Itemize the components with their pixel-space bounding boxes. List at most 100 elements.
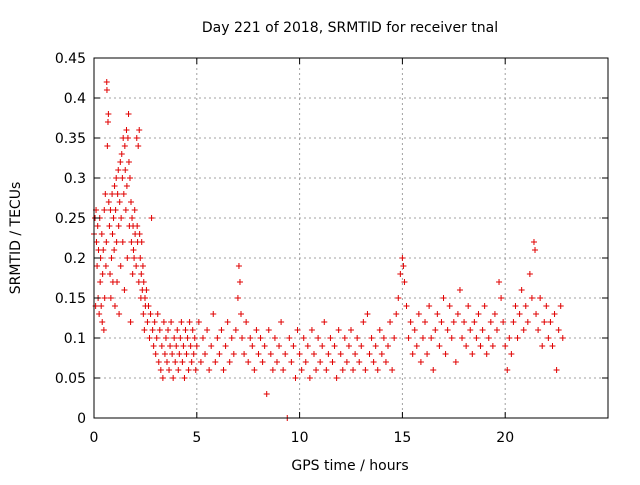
data-point (463, 343, 470, 349)
data-point (304, 343, 311, 349)
data-point (239, 335, 246, 341)
x-tick-label: 15 (393, 430, 411, 446)
data-point (545, 335, 552, 341)
data-point (535, 327, 542, 333)
data-point (199, 335, 206, 341)
data-point (315, 335, 322, 341)
data-point (302, 359, 309, 365)
data-point (278, 319, 285, 325)
data-point (496, 279, 503, 285)
data-point (469, 351, 476, 357)
data-point (541, 319, 548, 325)
data-point (508, 351, 515, 357)
data-point (154, 311, 161, 317)
data-point (168, 319, 175, 325)
data-point (400, 263, 407, 269)
data-point (236, 279, 243, 285)
data-point (119, 239, 126, 245)
data-point (528, 295, 535, 301)
data-point (333, 375, 340, 381)
data-point (216, 351, 223, 357)
data-point (251, 367, 258, 373)
data-point (159, 375, 166, 381)
data-point (442, 351, 449, 357)
data-point (113, 239, 120, 245)
data-point (204, 327, 211, 333)
data-point (99, 319, 106, 325)
data-point (317, 359, 324, 365)
data-point (114, 279, 121, 285)
data-point (489, 343, 496, 349)
data-point (368, 335, 375, 341)
y-tick-label: 0.2 (64, 251, 86, 267)
data-point (183, 351, 190, 357)
y-tick-label: 0.25 (55, 211, 86, 227)
data-point (502, 343, 509, 349)
data-point (214, 335, 221, 341)
data-point (103, 239, 110, 245)
data-point (101, 295, 108, 301)
data-point (339, 367, 346, 373)
data-point (191, 335, 198, 341)
data-point (218, 327, 225, 333)
data-point (125, 159, 132, 165)
data-point (136, 127, 143, 133)
data-point (131, 255, 138, 261)
data-point (130, 247, 137, 253)
x-axis-label: GPS time / hours (291, 458, 408, 474)
data-point (169, 351, 176, 357)
data-point (549, 343, 556, 349)
data-point (452, 359, 459, 365)
data-point (473, 335, 480, 341)
data-point (385, 343, 392, 349)
data-point (265, 327, 272, 333)
data-point (141, 295, 148, 301)
data-point (306, 375, 313, 381)
data-point (181, 375, 188, 381)
data-point (409, 351, 416, 357)
data-point (129, 271, 136, 277)
x-tick-label: 5 (192, 430, 201, 446)
data-point (459, 335, 466, 341)
data-point (134, 223, 141, 229)
plot-frame (93, 57, 609, 419)
data-point (104, 143, 111, 149)
data-point (360, 319, 367, 325)
data-point (118, 215, 125, 221)
data-point (350, 367, 357, 373)
data-point (345, 343, 352, 349)
data-point (329, 359, 336, 365)
data-point (220, 367, 227, 373)
grid (94, 58, 608, 418)
data-point (156, 327, 163, 333)
data-point (483, 351, 490, 357)
data-point (208, 343, 215, 349)
data-point (259, 359, 266, 365)
data-point (116, 199, 123, 205)
y-axis-label: SRMTID / TECUs (8, 182, 24, 295)
data-point (165, 327, 172, 333)
data-point (115, 167, 122, 173)
data-point (551, 311, 558, 317)
data-point (99, 271, 106, 277)
data-point (280, 367, 287, 373)
data-point (543, 303, 550, 309)
data-point (432, 327, 439, 333)
data-point (210, 311, 217, 317)
data-point (103, 87, 110, 93)
data-point (149, 327, 156, 333)
data-point (109, 191, 116, 197)
data-point (378, 351, 385, 357)
y-tick-label: 0.1 (64, 331, 86, 347)
data-point (178, 319, 185, 325)
data-point (143, 287, 150, 293)
data-point (440, 295, 447, 301)
data-point (532, 247, 539, 253)
data-point (126, 175, 133, 181)
data-point (175, 367, 182, 373)
data-point (107, 295, 114, 301)
data-point (356, 359, 363, 365)
data-point (94, 223, 101, 229)
data-point (160, 319, 167, 325)
